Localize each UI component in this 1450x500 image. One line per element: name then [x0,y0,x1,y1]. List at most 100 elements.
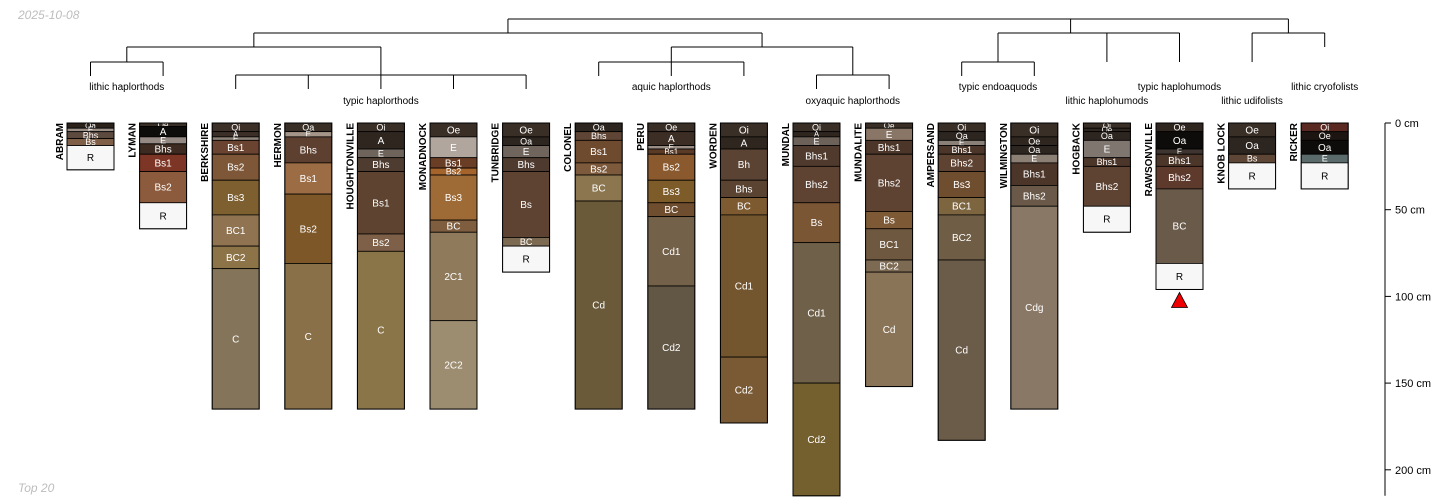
horizon-label: BC1 [226,226,246,237]
horizon-bc2: BC2 [937,214,986,261]
horizon-bc2: BC2 [865,259,913,273]
profile-name: LYMAN [128,123,139,158]
horizon-rect [1155,263,1204,290]
horizon-oa: Oa [1083,131,1131,141]
horizon-label: E [1031,154,1037,164]
horizon-bhs1: Bhs1 [865,139,913,155]
horizon-label: BC [1173,222,1187,233]
horizon-bc1: BC1 [211,214,260,247]
date-label: 2025-10-08 [18,8,80,22]
horizon-label: Bs1 [372,198,390,209]
horizon-label: E [88,126,93,135]
profile-frame [865,122,914,388]
horizon-label: Oa [85,121,96,130]
horizon-cd: Cd [865,271,913,387]
horizon-bhs1: Bhs1 [792,145,841,167]
horizon-label: C [305,332,312,343]
group-label: oxyaquic haplorthods [806,96,901,107]
horizon-rect [937,214,986,261]
profile-name: HOUGHTONVILLE [345,123,356,210]
horizon-bc: BC [429,219,478,233]
horizon-oe: Oe [1300,131,1349,141]
horizon-label: 2C2 [444,360,463,371]
profile-frame [66,122,115,171]
horizon-oa: Oa [1228,136,1276,155]
profile-name: ABRAM [55,123,66,160]
horizon-rect [429,320,478,410]
horizon-bs1: Bs1 [574,139,623,164]
horizon-label: Oa [1028,145,1040,155]
horizon-label: A [741,138,748,149]
horizon-bs3: Bs3 [647,179,696,204]
profile-name: HERMON [273,123,284,167]
horizon-label: Bs [811,218,823,229]
profile-name: KNOB LOCK [1217,122,1228,183]
horizon-label: Bs1 [227,143,245,154]
horizon-label: Cdg [1025,303,1043,314]
horizon-label: Oi [739,125,749,136]
horizon-label: Bhs2 [1168,173,1191,184]
profile-name: AMPERSAND [926,123,937,187]
horizon-rect [356,171,405,235]
profile-name: BERKSHIRE [200,123,211,182]
horizon-bc: BC [720,197,768,216]
horizon-label: C [232,334,239,345]
horizon-e: E [502,145,551,158]
horizon-r: R [139,202,188,230]
horizon-label: Oa [1245,141,1259,152]
horizon-label: E [378,148,384,158]
horizon-label: Bhs2 [1096,182,1119,193]
horizon-bs2: Bs2 [284,193,333,264]
horizon-label: R [159,211,166,222]
horizon-bhs2: Bhs2 [1083,165,1131,207]
profile-name: RICKER [1289,122,1300,161]
horizon-label: R [1248,171,1255,182]
horizon-label: Bs [520,200,532,211]
horizon-e: E [1083,139,1131,159]
depth-tick-label: 200 cm [1395,465,1431,477]
horizon-label: BC [592,184,606,195]
horizon-label: Oi [1103,121,1111,130]
dendrogram: lithic haplorthods typic haplorthods aquic… [89,18,1358,107]
profile-frame [1155,122,1204,290]
horizon-r: R [1155,263,1204,290]
horizon-rect [1083,205,1131,233]
horizon-label: Bhs2 [805,180,828,191]
horizon-label: E [160,135,166,145]
horizon-label: A [378,136,385,147]
horizon-bs: Bs [792,202,841,244]
horizon-bhs1: Bhs1 [1010,162,1059,186]
horizon-cdg: Cdg [1010,205,1059,410]
horizon-oe: Oe [647,122,696,132]
horizon-label: Bhs [591,131,607,141]
horizon-label: Bhs1 [878,143,901,154]
horizon-bs2: Bs2 [356,233,405,252]
profile-frame [1300,122,1349,190]
horizon-oi: Oi [1010,122,1059,138]
horizon-label: Bhs2 [878,178,901,189]
horizon-label: Bhs [83,130,99,140]
horizon-bs2: Bs2 [574,162,623,175]
profile-houghtonville: HOUGHTONVILLE Oi AE Bhs Bs1 Bs2 C [345,122,405,410]
horizon-label: E [813,136,819,146]
horizon-oe: Oe [1228,122,1276,138]
horizon-rect [647,153,696,181]
horizon-label: Bhs [300,145,317,156]
horizon-bhs1: Bhs1 [1155,153,1204,167]
horizon-cd1: Cd1 [647,216,696,287]
horizon-label: A [160,127,167,138]
depth-tick-label: 100 cm [1395,291,1431,303]
horizon-cd: Cd [937,259,986,441]
horizon-label: Bhs1 [1097,157,1118,167]
group-label: lithic haplohumods [1065,96,1148,107]
horizon-bs1: Bs1 [356,171,405,235]
horizon-label: Bs2 [154,183,172,194]
horizon-bhs2: Bhs2 [792,165,841,204]
horizon-label: Cd [955,346,968,357]
